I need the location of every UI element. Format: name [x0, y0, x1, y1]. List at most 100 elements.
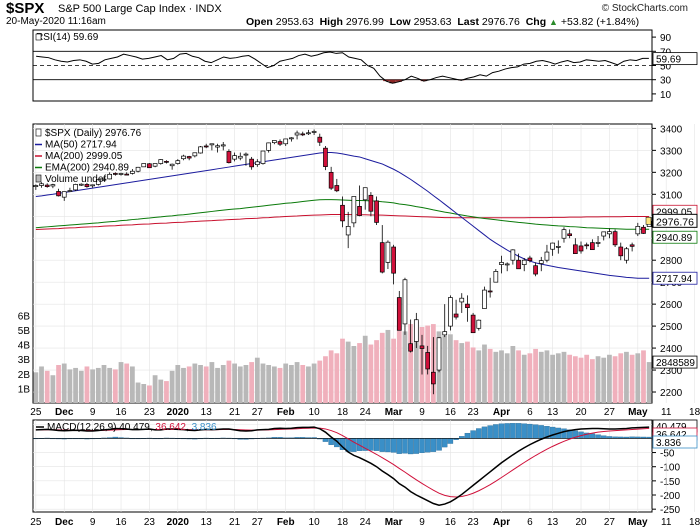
price-xtick-label: 27: [252, 407, 264, 418]
candle-up: [538, 260, 544, 264]
macd-histogram-bar: [419, 438, 425, 453]
candle-down: [641, 226, 646, 234]
high-value: 2976.99: [345, 16, 384, 28]
candle-down: [618, 246, 624, 257]
volume-bar: [470, 347, 476, 403]
volume-bar: [601, 357, 607, 403]
price-ytick-label: 2300: [660, 366, 683, 377]
volume-bar: [459, 343, 465, 403]
price-xtick-label: Dec: [55, 407, 74, 418]
price-ytick-label: 2400: [660, 344, 683, 355]
macd-xtick-label: 27: [252, 517, 264, 528]
macd-xtick-label: Feb: [277, 517, 295, 528]
candle-down: [396, 297, 402, 331]
candle-up: [436, 337, 442, 371]
candle-up: [504, 263, 510, 266]
macd-histogram-bar: [504, 423, 510, 439]
volume-bar: [391, 338, 396, 403]
rsi-line: [36, 51, 649, 84]
volume-bar: [629, 354, 635, 403]
macd-histogram-bar: [396, 438, 402, 454]
macd-histogram-bar: [515, 423, 522, 439]
candle-down: [186, 156, 192, 159]
volume-bar: [374, 340, 379, 403]
macd-xtick-label: 6: [527, 517, 533, 528]
volume-bar: [129, 366, 135, 403]
candle-down: [567, 233, 572, 236]
macd-histogram-bar: [402, 438, 408, 454]
candle-up: [402, 279, 408, 325]
rsi-oversold-fill: [389, 79, 396, 84]
macd-xtick-label: Apr: [493, 517, 510, 528]
candle-down: [533, 265, 538, 275]
macd-histogram-bar: [510, 423, 516, 439]
candle-up: [175, 160, 181, 164]
ema200-tag: 2940.89: [656, 233, 693, 244]
macd-histogram-bar: [521, 423, 527, 439]
rsi-ytick-label: 10: [660, 90, 672, 101]
macd-histogram-bar: [498, 423, 505, 439]
volume-bar: [340, 338, 345, 403]
candle-up: [289, 137, 294, 140]
macd-histogram-bar: [601, 435, 607, 439]
candle-down: [56, 191, 61, 197]
chart-header: $SPX S&P 500 Large Cap Index · INDX 20-M…: [0, 0, 700, 28]
volume-bar: [90, 369, 96, 403]
macd-ytick-label: -250: [660, 505, 680, 516]
candle-up: [50, 184, 56, 187]
volume-bar: [379, 332, 385, 403]
volume-bar: [641, 350, 646, 403]
volume-bar: [368, 344, 374, 403]
volume-bar: [84, 366, 90, 403]
volume-bar: [351, 346, 357, 403]
quote-summary: Open 2953.63 High 2976.99 Low 2953.63 La…: [246, 16, 639, 28]
macd-ytick-label: -150: [660, 477, 680, 488]
candle-down: [249, 158, 254, 168]
price-xtick-label: 13: [201, 407, 213, 418]
candle-up: [555, 246, 561, 248]
macd-histogram-bar: [430, 438, 437, 452]
candle-up: [39, 183, 44, 186]
volume-bar: [67, 369, 73, 403]
price-xtick-label: 18: [337, 407, 349, 418]
macd-xtick-label: Mar: [385, 517, 403, 528]
candle-up: [118, 173, 124, 175]
candle-up: [482, 289, 487, 309]
volume-bar: [612, 356, 618, 403]
candle-down: [124, 173, 130, 176]
candle-up: [345, 226, 351, 236]
candle-up: [499, 262, 504, 265]
candle-up: [152, 163, 158, 167]
price-xtick-label: 24: [360, 407, 372, 418]
volume-bar: [306, 366, 311, 403]
macd-xtick-label: 24: [360, 517, 372, 528]
price-ytick-label: 3400: [660, 124, 683, 135]
volume-ytick-label: 4B: [18, 341, 31, 352]
candle-up: [442, 331, 448, 336]
volume-ytick-label: 6B: [18, 311, 31, 322]
candle-down: [431, 371, 436, 385]
volume-bar: [533, 348, 538, 403]
candle-down: [419, 345, 425, 349]
candle-up: [220, 144, 226, 147]
macd-xtick-label: 11: [661, 517, 672, 528]
volume-bar: [220, 365, 226, 403]
candle-down: [164, 160, 169, 163]
volume-bar: [510, 346, 516, 403]
candle-down: [470, 314, 476, 334]
volume-bar: [33, 372, 39, 403]
macd-xtick-label: 9: [419, 517, 425, 528]
symbol: $SPX: [6, 0, 45, 17]
volume-bar: [578, 357, 584, 403]
rsi-ytick-label: 50: [660, 62, 672, 73]
macd-histogram-bar: [447, 438, 454, 444]
macd-xtick-label: 25: [30, 517, 42, 528]
rsi-ytick-label: 90: [660, 33, 672, 44]
macd-xtick-label: 20: [575, 517, 587, 528]
index-name: S&P 500 Large Cap Index · INDX: [58, 3, 222, 15]
candle-up: [141, 163, 147, 168]
volume-bar: [226, 360, 232, 403]
candle-down: [374, 200, 379, 223]
candle-down: [334, 185, 340, 192]
price-xtick-label: 16: [445, 407, 457, 418]
